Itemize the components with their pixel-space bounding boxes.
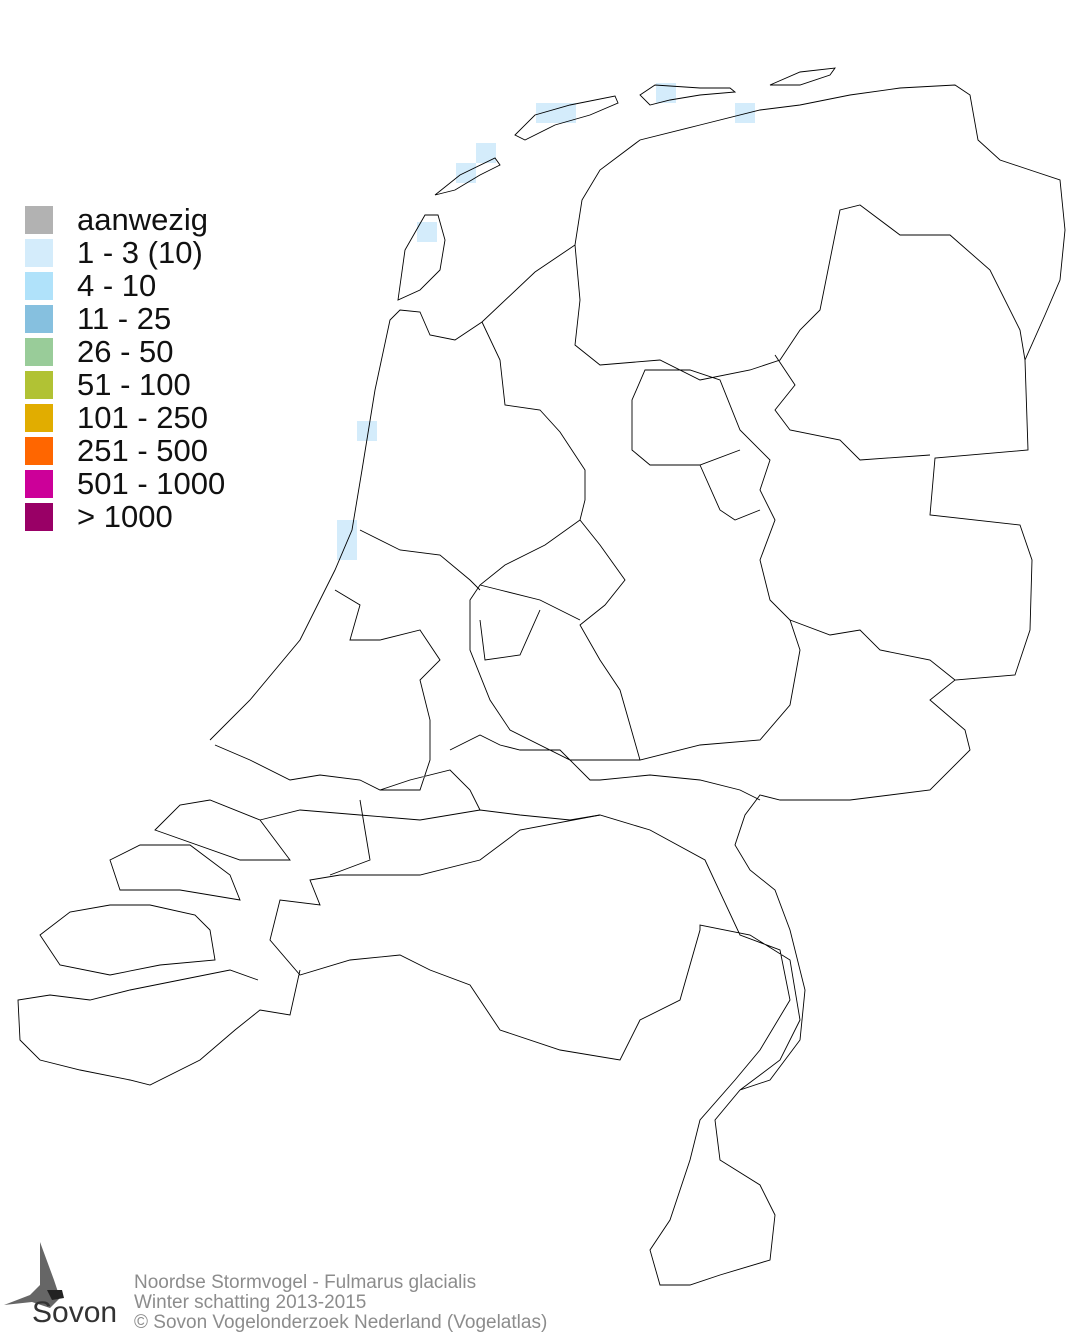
wadden-islands xyxy=(397,67,836,301)
occupied-grid-cell xyxy=(337,520,357,560)
occupied-grid-cell xyxy=(417,222,437,242)
country-outline xyxy=(17,84,1066,1286)
legend-item: aanwezig xyxy=(25,203,225,236)
legend-label: aanwezig xyxy=(77,202,208,237)
season-subtitle: Winter schatting 2013-2015 xyxy=(134,1292,367,1313)
legend-swatch xyxy=(25,469,53,498)
legend-item: 101 - 250 xyxy=(25,401,225,434)
sovon-logo-text: Sovon xyxy=(32,1296,118,1329)
occupied-grid-cell xyxy=(656,83,676,103)
province-boundaries xyxy=(17,67,1066,1286)
legend-swatch xyxy=(25,370,53,399)
legend-item: 501 - 1000 xyxy=(25,467,225,500)
legend-swatch xyxy=(25,337,53,366)
occupied-cells xyxy=(337,83,755,560)
legend-swatch xyxy=(25,238,53,267)
legend-label: 501 - 1000 xyxy=(77,466,226,501)
copyright-notice: © Sovon Vogelonderzoek Nederland (Vogela… xyxy=(134,1312,548,1333)
legend-label: 4 - 10 xyxy=(77,268,157,303)
legend-item: 251 - 500 xyxy=(25,434,225,467)
legend-swatch xyxy=(25,271,53,300)
sovon-swallow-logo xyxy=(4,1242,64,1308)
occupied-grid-cell xyxy=(536,103,576,123)
legend-swatch xyxy=(25,436,53,465)
legend-label: 51 - 100 xyxy=(77,367,191,402)
legend-item: 4 - 10 xyxy=(25,269,225,302)
occupied-grid-cell xyxy=(357,421,377,441)
legend-item: 1 - 3 (10) xyxy=(25,236,225,269)
legend-item: > 1000 xyxy=(25,500,225,533)
legend-label: 11 - 25 xyxy=(77,301,172,336)
legend-label: 251 - 500 xyxy=(77,433,208,468)
legend-item: 11 - 25 xyxy=(25,302,225,335)
legend-swatch xyxy=(25,403,53,432)
legend-label: > 1000 xyxy=(77,499,173,534)
map-legend: aanwezig 1 - 3 (10) 4 - 10 11 - 25 26 - 50 51… xyxy=(25,203,225,533)
legend-item: 51 - 100 xyxy=(25,368,225,401)
map-caption: Noordse Stormvogel - Fulmarus glacialis … xyxy=(134,1273,547,1333)
species-title: Noordse Stormvogel - Fulmarus glacialis xyxy=(134,1272,477,1293)
legend-item: 26 - 50 xyxy=(25,335,225,368)
occupied-grid-cell xyxy=(456,163,476,183)
legend-swatch xyxy=(25,205,53,234)
inner-boundaries xyxy=(214,204,1026,876)
legend-swatch xyxy=(25,502,53,531)
legend-label: 1 - 3 (10) xyxy=(77,235,203,270)
legend-label: 26 - 50 xyxy=(77,334,174,369)
occupied-grid-cell xyxy=(735,103,755,123)
occupied-grid-cell xyxy=(476,143,496,163)
legend-label: 101 - 250 xyxy=(77,400,208,435)
legend-swatch xyxy=(25,304,53,333)
